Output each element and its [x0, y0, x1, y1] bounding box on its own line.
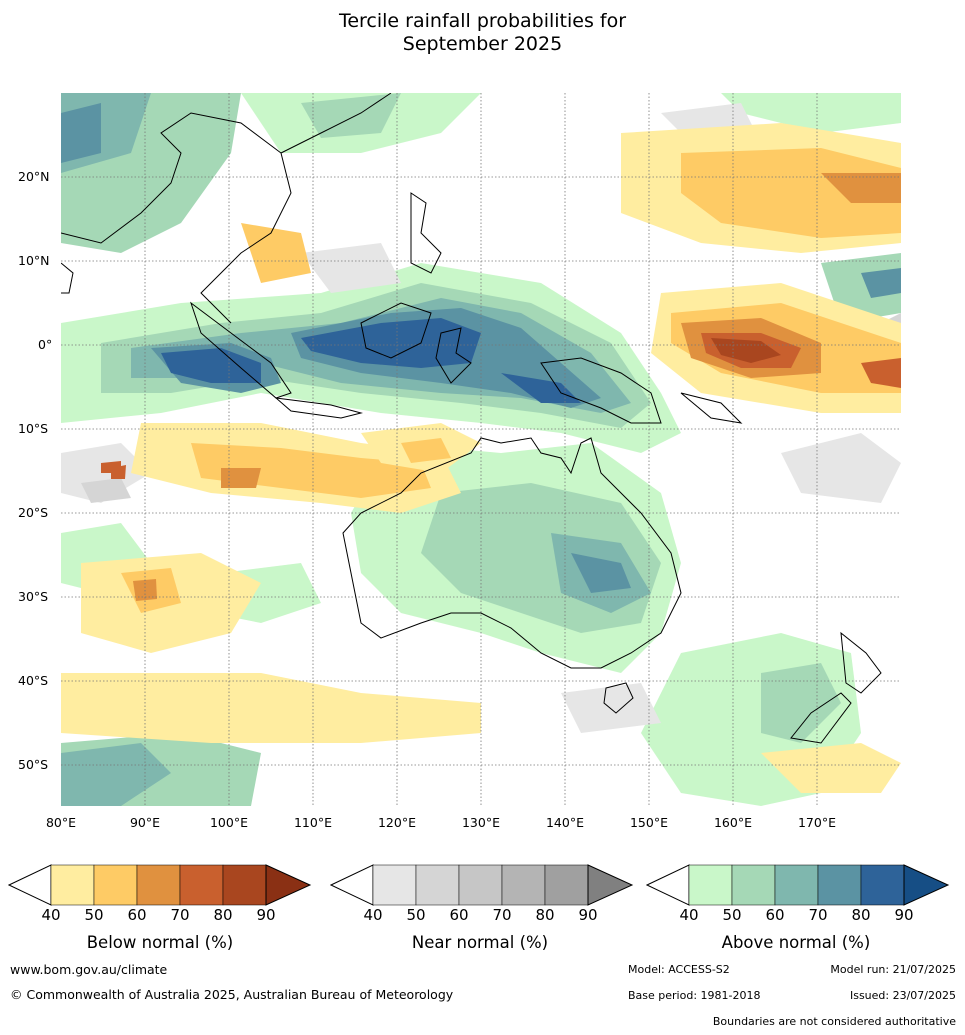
- lon-tick-130e: 130°E: [461, 815, 500, 830]
- below-swatch-50-60: [93, 864, 138, 906]
- above-normal-fields: [61, 93, 901, 806]
- solomons-coast: [680, 392, 743, 424]
- above-tick-50: 50: [722, 906, 742, 924]
- issued-date: Issued: 23/07/2025: [849, 989, 956, 1002]
- below-tick-90: 90: [256, 906, 276, 924]
- below-normal-label: Below normal (%): [86, 933, 234, 952]
- lon-tick-100e: 100°E: [209, 815, 248, 830]
- below-swatch-80-90: [222, 864, 267, 906]
- below-tick-70: 70: [170, 906, 190, 924]
- website-link[interactable]: www.bom.gov.au/climate: [10, 962, 168, 977]
- above-swatch-90plus: [903, 864, 950, 906]
- lon-tick-90e: 90°E: [129, 815, 161, 830]
- near-tick-40: 40: [363, 906, 383, 924]
- near-tick-90: 90: [578, 906, 598, 924]
- asia-coast: [61, 112, 292, 324]
- lon-tick-160e: 160°E: [713, 815, 752, 830]
- near-swatch-50-60: [415, 864, 460, 906]
- above-swatch-50-60: [731, 864, 776, 906]
- lat-tick-20s: 20°S: [18, 505, 49, 520]
- below-normal-fields: [61, 123, 901, 793]
- borneo-coast: [360, 302, 432, 359]
- map-svg: [61, 93, 901, 806]
- below-tick-40: 40: [41, 906, 61, 924]
- lon-tick-120e: 120°E: [377, 815, 416, 830]
- above-swatch-60-70: [774, 864, 819, 906]
- near-tick-60: 60: [449, 906, 469, 924]
- tasmania-coast: [603, 682, 634, 714]
- near-normal-label: Near normal (%): [411, 933, 549, 952]
- asia-east-coast: [280, 93, 392, 154]
- lat-tick-50s: 50°S: [18, 757, 49, 772]
- above-normal-colorbar: [646, 864, 950, 906]
- rainfall-map: [61, 93, 901, 806]
- lat-tick-40s: 40°S: [18, 673, 49, 688]
- model-name: Model: ACCESS-S2: [628, 963, 730, 976]
- below-normal-colorbar: [8, 864, 312, 906]
- lon-tick-150e: 150°E: [629, 815, 668, 830]
- java-coast: [274, 397, 363, 419]
- near-swatch-70-80: [501, 864, 546, 906]
- sumatra-coast: [190, 301, 292, 399]
- near-tick-80: 80: [535, 906, 555, 924]
- below-swatch-70-80: [179, 864, 224, 906]
- below-swatch-60-70: [136, 864, 181, 906]
- near-swatch-80-90: [544, 864, 589, 906]
- lon-tick-80e: 80°E: [45, 815, 77, 830]
- above-tick-40: 40: [679, 906, 699, 924]
- lat-tick-30s: 30°S: [18, 589, 49, 604]
- above-swatch-80-90: [860, 864, 905, 906]
- lat-tick-20n: 20°N: [18, 169, 50, 184]
- near-tick-70: 70: [492, 906, 512, 924]
- above-tick-90: 90: [894, 906, 914, 924]
- nz-north-coast: [840, 631, 882, 694]
- below-tick-50: 50: [84, 906, 104, 924]
- lon-tick-140e: 140°E: [545, 815, 584, 830]
- below-tick-80: 80: [213, 906, 233, 924]
- below-swatch-90plus: [265, 864, 312, 906]
- lon-tick-110e: 110°E: [293, 815, 332, 830]
- near-normal-colorbar: [330, 864, 634, 906]
- lon-tick-170e: 170°E: [797, 815, 836, 830]
- above-tick-80: 80: [851, 906, 871, 924]
- disclaimer: Boundaries are not considered authoritat…: [712, 1015, 956, 1028]
- australia-coast: [342, 437, 682, 669]
- new-guinea-coast: [540, 357, 662, 424]
- above-tick-70: 70: [808, 906, 828, 924]
- graticule: [61, 93, 901, 806]
- copyright-text: © Commonwealth of Australia 2025, Austra…: [10, 987, 454, 1002]
- near-tick-50: 50: [406, 906, 426, 924]
- below-tick-60: 60: [127, 906, 147, 924]
- title-line-1: Tercile rainfall probabilities for: [338, 10, 627, 32]
- base-period: Base period: 1981-2018: [628, 989, 761, 1002]
- above-swatch-40-50: [688, 864, 733, 906]
- below-swatch-40-50: [50, 864, 95, 906]
- lat-tick-10n: 10°N: [18, 253, 50, 268]
- sulawesi-coast: [435, 327, 472, 384]
- above-swatch-70-80: [817, 864, 862, 906]
- map-title: Tercile rainfall probabilities for Septe…: [0, 10, 965, 56]
- nz-south-coast: [790, 692, 852, 744]
- near-swatch-40-50: [372, 864, 417, 906]
- srilanka-coast: [61, 262, 74, 294]
- near-swatch-90plus: [587, 864, 634, 906]
- title-line-2: September 2025: [402, 33, 563, 55]
- philippines-coast: [410, 192, 442, 274]
- above-normal-label: Above normal (%): [721, 933, 871, 952]
- model-run: Model run: 21/07/2025: [830, 963, 956, 976]
- near-swatch-60-70: [458, 864, 503, 906]
- lat-tick-0: 0°: [38, 337, 53, 352]
- lat-tick-10s: 10°S: [18, 421, 49, 436]
- coastlines: [61, 93, 882, 744]
- above-tick-60: 60: [765, 906, 785, 924]
